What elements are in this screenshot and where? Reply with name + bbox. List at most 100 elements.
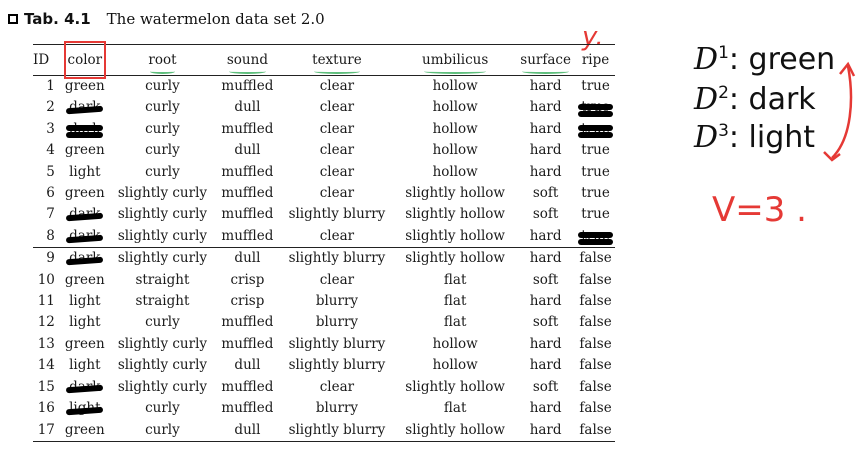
cell-umbilicus: flat [443, 271, 467, 288]
cell-surface: hard [529, 99, 562, 116]
cell-surface: hard [529, 78, 562, 94]
cell-root: curly [145, 120, 180, 137]
cell-umbilicus: slightly hollow [405, 378, 505, 395]
cell-texture: clear [319, 99, 355, 116]
cell-umbilicus: flat [443, 400, 467, 417]
table-row: 7 dark slightly curly muffled slightly blurr… [33, 204, 615, 225]
header-root: root [109, 45, 216, 76]
table-row: 14 light slightly curly dull slightly blurry… [33, 355, 615, 376]
cell-umbilicus: slightly hollow [405, 206, 505, 223]
cell-id: 5 [46, 163, 55, 180]
cell-surface: hard [529, 293, 562, 310]
cell-sound: muffled [221, 120, 274, 137]
cell-texture: slightly blurry [288, 421, 386, 438]
cell-texture: clear [319, 163, 355, 180]
cell-ripe: true [576, 226, 615, 248]
cell-color: light [61, 398, 109, 419]
cell-id: 10 [37, 271, 55, 288]
cell-surface: hard [529, 335, 562, 352]
table-row: 4 green curly dull clear hollow hard true [33, 140, 615, 161]
cell-texture: blurry [315, 293, 359, 310]
cell-surface: soft [532, 271, 559, 288]
cell-surface: hard [529, 357, 562, 374]
watermelon-table: ID color root sound texture umbilicus su… [33, 41, 617, 442]
header-id: ID [33, 52, 50, 68]
cell-surface: hard [529, 421, 562, 438]
cell-root: straight [135, 293, 190, 310]
cell-color: green [60, 334, 109, 355]
cell-color: dark [61, 204, 109, 225]
cell-sound: crisp [230, 271, 265, 288]
cell-root: slightly curly [117, 250, 208, 267]
cell-id: 14 [37, 357, 55, 374]
table-row: 8 dark slightly curly muffled clear slightly … [33, 226, 615, 248]
cell-texture: clear [319, 78, 355, 94]
cell-ripe: true [576, 76, 615, 98]
cell-texture: blurry [315, 314, 359, 331]
cell-ripe: true [576, 97, 615, 118]
cell-umbilicus: slightly hollow [405, 250, 505, 267]
cell-texture: clear [319, 120, 355, 137]
table-row: 17 green curly dull slightly blurry slightly … [33, 420, 617, 442]
cell-texture: clear [319, 227, 355, 244]
caption-label: Tab. 4.1 [24, 10, 91, 28]
cell-umbilicus: hollow [432, 78, 478, 94]
cell-color: green [60, 140, 109, 161]
cell-umbilicus: hollow [432, 142, 478, 159]
cell-ripe: true [581, 163, 610, 180]
header-color: color [61, 41, 109, 79]
cell-root: curly [145, 421, 180, 438]
header-umbilicus: umbilicus [395, 45, 515, 76]
cell-surface: soft [532, 378, 559, 395]
header-row: ID color root sound texture umbilicus su… [33, 41, 615, 79]
cell-id: 6 [46, 185, 55, 202]
cell-color: dark [61, 119, 109, 140]
cell-umbilicus: hollow [432, 99, 478, 116]
table-row: 12 light curly muffled blurry flat soft false [33, 312, 615, 333]
cell-umbilicus: flat [443, 314, 467, 331]
cell-id: 15 [37, 378, 55, 395]
cell-sound: muffled [221, 227, 274, 244]
cell-color: green [60, 270, 109, 291]
cell-sound: muffled [221, 185, 274, 202]
table-row: 10 green straight crisp clear flat soft false [33, 270, 617, 291]
cell-texture: clear [319, 185, 355, 202]
note-d2: D2: dark [694, 82, 816, 117]
cell-surface: soft [532, 185, 559, 202]
cell-umbilicus: hollow [432, 120, 478, 137]
cell-color: dark [61, 248, 109, 270]
cell-color: green [60, 420, 109, 442]
cell-id: 7 [46, 206, 55, 223]
cell-id: 13 [37, 335, 55, 352]
cell-id: 11 [37, 293, 55, 310]
table-row: 9 dark slightly curly dull slightly blurry sl… [33, 248, 615, 270]
caption-title: The watermelon data set 2.0 [106, 10, 325, 28]
cell-root: slightly curly [117, 227, 208, 244]
cell-sound: muffled [221, 206, 274, 223]
cell-umbilicus: hollow [432, 335, 478, 352]
cell-id: 16 [37, 400, 55, 417]
cell-umbilicus: hollow [432, 163, 478, 180]
cell-umbilicus: slightly hollow [405, 421, 505, 438]
cell-surface: soft [532, 314, 559, 331]
note-d1: D1: green [694, 42, 836, 77]
cell-root: straight [135, 271, 190, 288]
cell-root: slightly curly [117, 185, 208, 202]
handwritten-y-label: y. [582, 22, 604, 52]
cell-sound: muffled [221, 378, 274, 395]
cell-texture: blurry [315, 400, 359, 417]
header-sound: sound [216, 45, 279, 76]
cell-sound: muffled [221, 163, 274, 180]
cell-ripe: false [575, 270, 617, 291]
cell-root: slightly curly [117, 378, 208, 395]
cell-root: slightly curly [117, 206, 208, 223]
cell-surface: hard [529, 250, 562, 267]
cell-color: dark [61, 226, 109, 248]
cell-color: light [69, 314, 101, 331]
cell-color: dark [61, 377, 109, 398]
cell-color: green [60, 183, 109, 204]
handwritten-v-equals: V=3 . [712, 190, 807, 230]
cell-color: light [69, 163, 101, 180]
cell-ripe: false [579, 293, 612, 310]
cell-color: light [69, 357, 101, 374]
